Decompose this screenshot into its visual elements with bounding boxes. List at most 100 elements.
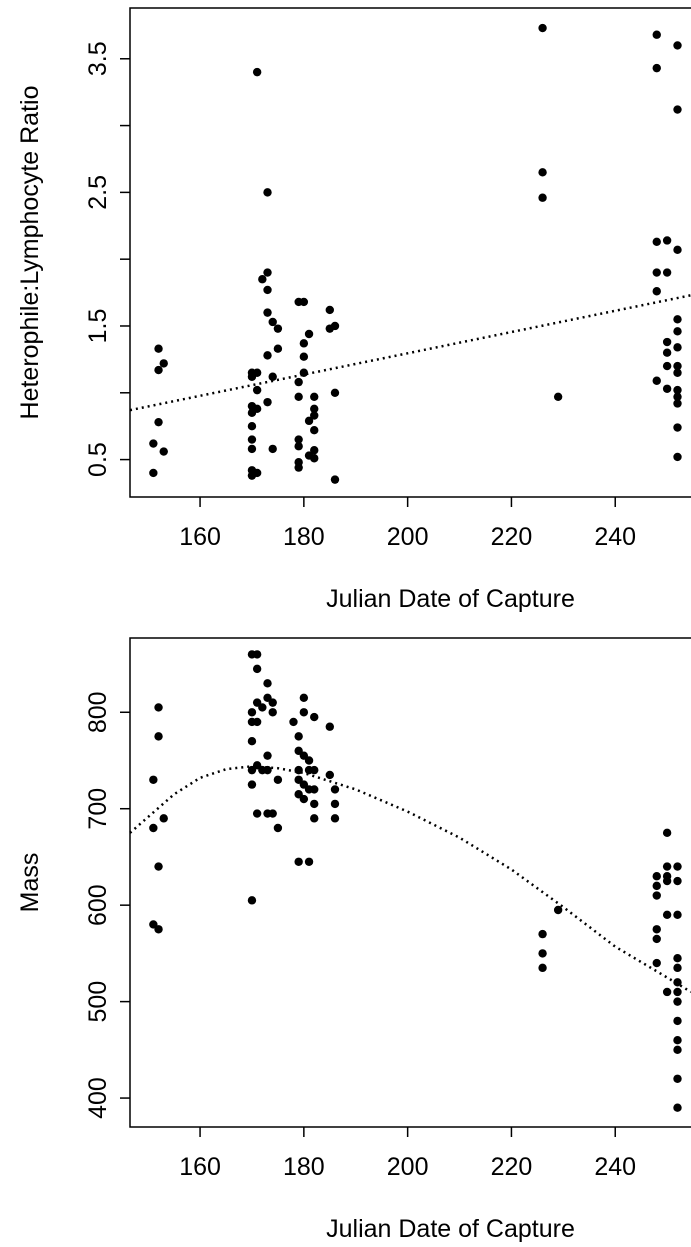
- point: [652, 925, 661, 934]
- y-tick-label: 700: [84, 788, 112, 830]
- point: [673, 392, 682, 401]
- point: [662, 236, 672, 245]
- point: [247, 435, 257, 444]
- point: [252, 664, 262, 674]
- point: [662, 910, 672, 920]
- point: [553, 905, 563, 915]
- point: [263, 188, 272, 197]
- point: [310, 814, 319, 823]
- point: [652, 237, 661, 247]
- point: [294, 732, 303, 741]
- point: [673, 343, 682, 352]
- point: [304, 756, 314, 765]
- point: [538, 949, 547, 958]
- point: [294, 442, 303, 451]
- point: [252, 404, 262, 414]
- point: [299, 352, 309, 361]
- point: [273, 775, 283, 784]
- point: [330, 785, 340, 794]
- point: [662, 987, 672, 997]
- point: [149, 823, 158, 833]
- point: [538, 963, 547, 973]
- point: [662, 876, 672, 886]
- point: [310, 712, 319, 722]
- point: [673, 327, 682, 336]
- point: [252, 67, 262, 77]
- point: [662, 828, 672, 838]
- point: [252, 717, 262, 727]
- point: [154, 732, 163, 741]
- y-tick-label: 600: [84, 884, 112, 926]
- point: [252, 368, 262, 377]
- point: [673, 997, 682, 1006]
- point: [268, 698, 277, 707]
- point: [538, 193, 547, 202]
- point: [154, 862, 163, 871]
- point: [662, 337, 672, 347]
- point: [263, 765, 272, 775]
- point: [673, 452, 682, 462]
- point: [652, 30, 661, 39]
- point: [652, 287, 661, 296]
- point: [330, 799, 340, 809]
- x-axis-title: Julian Date of Capture: [326, 1215, 575, 1243]
- x-tick-label: 180: [283, 523, 325, 551]
- point: [310, 785, 319, 794]
- point: [673, 987, 682, 997]
- y-tick-label: 1.5: [84, 309, 112, 344]
- point: [652, 891, 661, 900]
- point: [673, 910, 682, 920]
- y-tick-label: 800: [84, 691, 112, 733]
- point: [299, 693, 309, 702]
- point: [673, 361, 682, 371]
- point: [294, 765, 303, 775]
- point: [247, 421, 257, 431]
- x-tick-label: 180: [283, 1153, 325, 1181]
- point: [673, 978, 682, 987]
- point: [304, 857, 314, 866]
- point: [268, 708, 277, 717]
- point: [268, 372, 277, 381]
- point: [673, 1016, 682, 1026]
- point: [673, 105, 682, 114]
- point: [673, 245, 682, 255]
- trend-line: [129, 294, 691, 412]
- point: [247, 896, 257, 905]
- point: [673, 876, 682, 886]
- point: [330, 321, 340, 331]
- point: [330, 388, 340, 397]
- point: [247, 444, 257, 454]
- point: [252, 385, 262, 395]
- point: [538, 168, 547, 177]
- point: [310, 765, 319, 775]
- point: [247, 708, 257, 717]
- point: [247, 737, 257, 746]
- point: [294, 392, 303, 401]
- point: [330, 475, 340, 484]
- point: [289, 717, 298, 727]
- point: [673, 423, 682, 432]
- point: [538, 23, 547, 33]
- point: [673, 41, 682, 50]
- x-tick-label: 200: [387, 523, 429, 551]
- point: [310, 411, 319, 420]
- y-tick-label: 2.5: [84, 175, 112, 210]
- y-tick-label: 3.5: [84, 41, 112, 76]
- point: [258, 275, 267, 284]
- point: [652, 376, 661, 385]
- x-tick-label: 160: [179, 1153, 221, 1181]
- point: [252, 650, 262, 659]
- point: [294, 463, 303, 472]
- point: [252, 468, 262, 478]
- point: [310, 392, 319, 401]
- point: [310, 799, 319, 809]
- y-tick-label: 500: [84, 981, 112, 1023]
- x-tick-label: 240: [594, 523, 636, 551]
- point: [673, 368, 682, 377]
- point: [252, 809, 262, 818]
- point: [268, 317, 277, 327]
- x-tick-label: 160: [179, 523, 221, 551]
- point: [263, 308, 272, 317]
- point: [154, 365, 163, 375]
- point: [673, 315, 682, 324]
